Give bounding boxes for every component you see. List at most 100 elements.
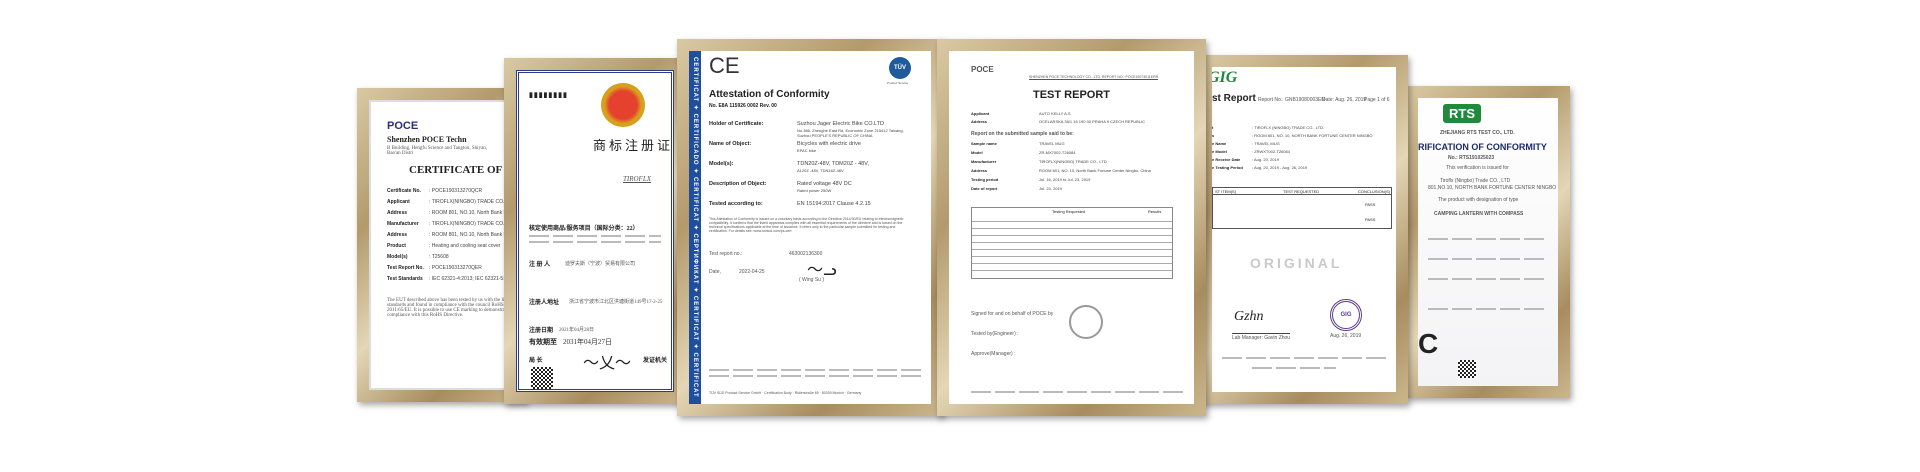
test-report-number: 463002136300 <box>789 251 823 257</box>
table-header: Results <box>1148 209 1162 214</box>
field-value: : Heating and cooling seat cover <box>429 243 501 249</box>
field-value: OCELARSKA 35/1 16 190 00 PRAHA 9 CZECH R… <box>1039 119 1146 124</box>
trademark-certificate-frame: ▮▮▮▮▮▮▮▮ 商标注册证 TIROFLX 核定使用商品/服务项目（国际分类：… <box>504 58 686 404</box>
field-value: : POCE190313270QER <box>429 265 482 271</box>
table-result: PASS <box>1365 202 1376 207</box>
table-header: CONCLUSION(S) <box>1358 189 1391 194</box>
table-header: ST ITEM(S) <box>1215 189 1237 194</box>
field-label: s <box>1212 133 1215 138</box>
gig-report: GIG st Report Report No.: GNB19080003EN … <box>1212 67 1396 392</box>
trademark-title: 商标注册证 <box>593 138 674 153</box>
original-watermark: ORIGINAL <box>1250 255 1343 271</box>
field-label: Description of Object: <box>709 181 767 187</box>
date-label: Date, <box>709 269 721 275</box>
field-value: : TIROFLX (NINGBO) TRADE CO., LTD. <box>1252 125 1325 130</box>
field-value: TIROFLX(NINGBO) TRADE CO., LTD <box>1039 159 1107 164</box>
field-label: e Testing Period <box>1212 165 1243 170</box>
field-value: EN 15194:2017 Clause 4.2.15 <box>797 201 871 207</box>
field-value: : ROOM 801, NO. 10, NORTH BANK FORTUNE C… <box>1252 133 1373 138</box>
field-label: Address <box>971 168 988 173</box>
field-value: : ROOM 801, NO.10, North Bank Fortune Ce… <box>429 232 513 238</box>
report-header-line: SHENZHEN POCE TECHNOLOGY CO., LTD. REPOR… <box>1029 75 1159 80</box>
poce-logo: POCE <box>387 120 419 132</box>
field-value: : POCE190313270QCR <box>429 188 483 194</box>
rts-ce-mark: C <box>1418 328 1439 359</box>
signed-label: Signed for and on behalf of POCE by <box>971 311 1054 317</box>
registrant: 迪罗夫斯（宁波）贸易有限公司 <box>565 262 636 267</box>
field-label: Model <box>971 150 983 155</box>
report-section: Report on the submitted sample said to b… <box>971 131 1074 137</box>
poce-logo: POCE <box>971 65 994 74</box>
field-label: Testing period <box>971 177 999 182</box>
field-label: Tested according to: <box>709 201 763 207</box>
poce-company: Shenzhen POCE Techn <box>387 135 467 144</box>
national-emblem-icon <box>601 83 645 127</box>
rts-number: No.: RTS191025023 <box>1448 155 1495 161</box>
gig-seal-date: Aug. 26, 2019 <box>1330 333 1362 339</box>
field-subvalue: Rated power 250W <box>797 188 832 193</box>
issuer-label: 发证机关 <box>643 358 668 364</box>
rts-company: ZHEJIANG RTS TEST CO., LTD. <box>1440 130 1515 136</box>
ce-footer: TÜV SÜD Product Service GmbH · Certifica… <box>709 391 862 395</box>
poce-note: The EUT described above has been tested … <box>387 298 515 318</box>
approve-label: Approve(Manager) : <box>971 351 1016 357</box>
rts-product-line: The product with designation of type <box>1438 197 1519 203</box>
field-value: ROOM 801, NO. 10, North Bank Fortune Cen… <box>1039 168 1151 173</box>
field-value: Rated voltage 48V DC <box>797 181 852 187</box>
side-band-text: CERTIFICAT ✦ CERTIFICADO ✦ CERTIFICAT ✦ … <box>692 57 698 398</box>
ce-attestation-frame: CERTIFICAT ✦ CERTIFICADO ✦ CERTIFICAT ✦ … <box>677 39 943 416</box>
qr-code-icon <box>531 367 553 389</box>
field-label: Manufacturer <box>971 159 997 164</box>
ce-number: No. E8A 115926 0002 Rev. 00 <box>709 103 777 109</box>
gig-logo: GIG <box>1212 69 1238 86</box>
field-value: : ZRWXT002-T26084 <box>1252 149 1290 154</box>
field-label: t <box>1212 125 1214 130</box>
registrant-label: 注 册 人 <box>529 262 551 268</box>
poce-certificate-frame: POCE Shenzhen POCE Techn B Building, Hen… <box>357 88 527 402</box>
registrant-address: 浙江省宁波市江北区洪塘街道149号17-2-25 <box>569 300 663 305</box>
gig-seal: GIG <box>1330 299 1362 331</box>
testing-table: Testing Requested Results <box>971 207 1173 279</box>
field-subvalue: No.366, Zhenghe East Rd, Economic Zone 2… <box>797 128 904 138</box>
field-label: Name of Object: <box>709 141 752 147</box>
tuv-logo: TÜV <box>889 57 911 79</box>
field-value: : Aug. 20, 2019 <box>1252 157 1279 162</box>
field-label: Product <box>387 243 406 249</box>
field-label: Test Report No. <box>387 265 424 271</box>
rts-holder: Tiroflx (Ningbo) Trade CO., LTD <box>1440 178 1511 184</box>
field-value: ZR-MX7002-T26084 <box>1039 150 1076 155</box>
test-report: POCE SHENZHEN POCE TECHNOLOGY CO., LTD. … <box>949 51 1194 404</box>
valid-until: 2031年04月27日 <box>563 338 612 346</box>
field-subvalue: A120Z -48V, TDN16Z-48V <box>797 168 844 173</box>
field-value: Bicycles with electric drive <box>797 141 861 147</box>
address-label: 注册人地址 <box>529 300 560 306</box>
field-value: : TIROFLX(NINGBO) TRADE CO., LTD <box>429 199 515 205</box>
gig-page: Page 1 of 6 <box>1364 97 1390 103</box>
field-value: : TRAVEL MUG <box>1252 141 1280 146</box>
gig-report-no: Report No.: GNB19080003EN <box>1258 97 1325 103</box>
poce-certificate: POCE Shenzhen POCE Techn B Building, Hen… <box>369 100 515 390</box>
field-label: Applicant <box>387 199 410 205</box>
certificate-side-band <box>689 51 701 404</box>
field-value: Jul. 23, 2019 <box>1039 186 1062 191</box>
field-label: Date of report <box>971 186 998 191</box>
field-label: e Receive Date <box>1212 157 1241 162</box>
field-value: : IEC 62321-4:2013; IEC 62321-5:2013; IE… <box>429 276 515 282</box>
field-value: TRAVEL MUG <box>1039 141 1065 146</box>
signature: ～ᓗ <box>807 262 837 279</box>
rts-product: CAMPING LANTERN WITH COMPASS <box>1434 211 1524 217</box>
ce-title: Attestation of Conformity <box>709 89 830 100</box>
gig-report-frame: GIG st Report Report No.: GNB19080003EN … <box>1200 55 1408 404</box>
field-value: : T25608 <box>429 254 449 260</box>
field-label: Test Standards <box>387 276 423 282</box>
field-label: Certificate No. <box>387 188 421 194</box>
field-label: Holder of Certificate: <box>709 121 764 127</box>
gig-sign-label: Lab Manager: Gavin Zhou <box>1232 333 1291 341</box>
poce-seal <box>1069 305 1103 339</box>
field-value: : ROOM 801, NO.10, North Bank Fortune Ce… <box>429 210 513 216</box>
rts-certificate: RTS ZHEJIANG RTS TEST CO., LTD. RIFICATI… <box>1418 98 1558 386</box>
test-report-label: Test report no.: <box>709 251 743 257</box>
rts-issued-for: This verification is issued for <box>1446 165 1509 171</box>
field-value: AUTO KELLY A.S. <box>1039 111 1072 116</box>
trademark-certificate: ▮▮▮▮▮▮▮▮ 商标注册证 TIROFLX 核定使用商品/服务项目（国际分类：… <box>516 70 674 392</box>
